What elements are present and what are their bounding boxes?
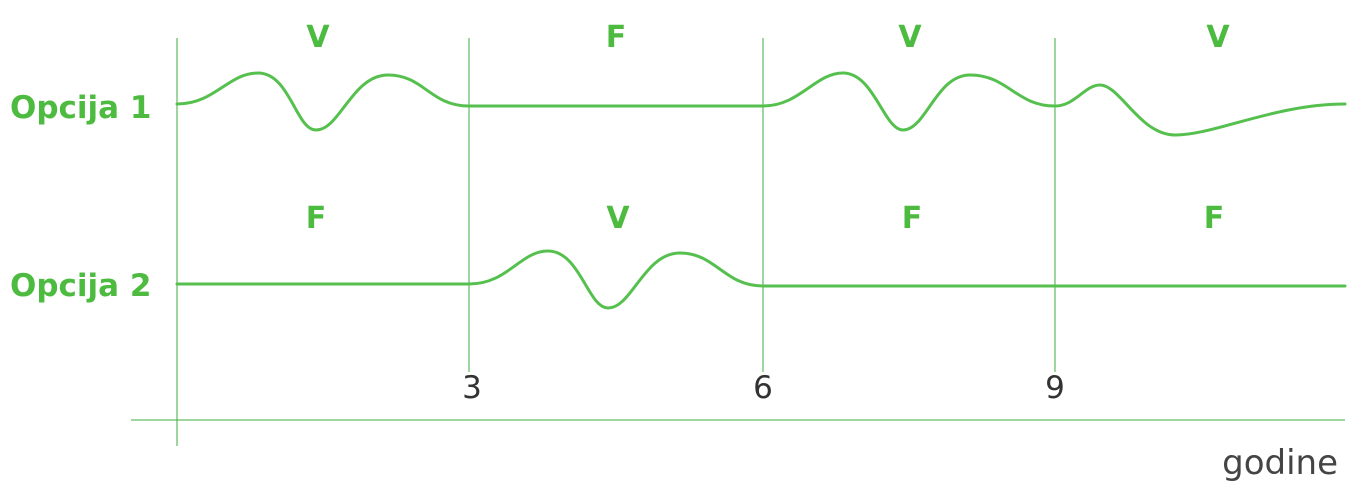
row-label-option-1: Opcija 1 [10,90,151,126]
period-label: F [902,201,923,236]
row-label-option-2: Opcija 2 [10,268,151,304]
period-label: V [898,20,922,55]
period-label: F [1204,201,1225,236]
period-label: F [306,201,327,236]
period-label: V [306,20,330,55]
tick-label-year-6: 6 [753,370,773,406]
tick-label-year-3: 3 [462,370,482,406]
period-label: F [606,20,627,55]
period-label: V [606,201,630,236]
axis-title: godine [1222,443,1338,481]
period-label: V [1206,20,1230,55]
tick-label-year-9: 9 [1045,370,1065,406]
option-1-rate-line [175,71,1347,137]
option-2-rate-line [175,249,1347,310]
